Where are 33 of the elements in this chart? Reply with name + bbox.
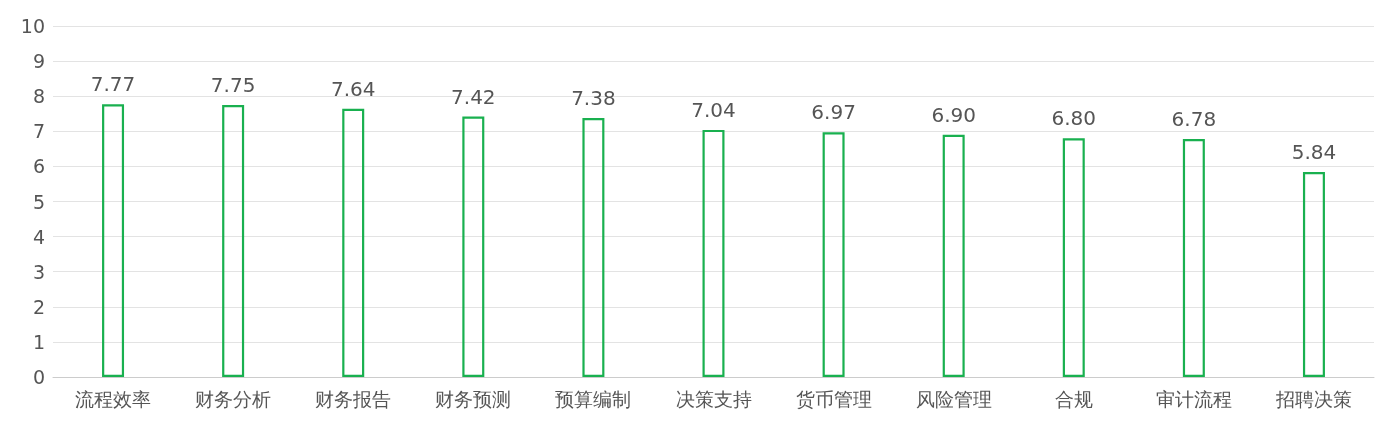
y-tick-label: 7 bbox=[32, 120, 45, 143]
x-tick-label: 合规 bbox=[1054, 387, 1093, 410]
x-tick-label: 预算编制 bbox=[555, 387, 632, 410]
y-tick-label: 0 bbox=[32, 366, 45, 388]
y-tick-label: 5 bbox=[32, 190, 45, 213]
y-tick-label: 3 bbox=[32, 260, 45, 283]
data-label: 7.64 bbox=[330, 76, 376, 101]
data-label: 5.84 bbox=[1291, 140, 1337, 165]
x-tick-label: 财务分析 bbox=[195, 387, 272, 410]
data-label: 7.38 bbox=[571, 85, 616, 110]
data-label: 7.77 bbox=[90, 72, 136, 97]
y-tick-label: 10 bbox=[20, 15, 45, 37]
y-tick-label: 8 bbox=[32, 85, 45, 108]
data-label: 7.04 bbox=[691, 97, 736, 122]
y-tick-label: 2 bbox=[32, 295, 45, 318]
data-label: 6.80 bbox=[1051, 106, 1097, 131]
data-label: 6.90 bbox=[931, 102, 976, 127]
x-tick-label: 决策支持 bbox=[675, 387, 752, 410]
y-tick-label: 4 bbox=[32, 225, 45, 248]
data-label: 6.78 bbox=[1171, 107, 1217, 132]
y-tick-label: 1 bbox=[32, 330, 45, 353]
y-tick-label: 6 bbox=[32, 155, 45, 178]
x-tick-label: 财务报告 bbox=[315, 387, 392, 410]
data-label: 7.75 bbox=[210, 72, 256, 97]
x-tick-label: 风险管理 bbox=[915, 387, 992, 410]
x-tick-label: 招聘决策 bbox=[1274, 387, 1352, 410]
data-label: 6.97 bbox=[811, 100, 856, 125]
data-label: 7.42 bbox=[451, 84, 496, 109]
x-tick-label: 财务预测 bbox=[435, 387, 512, 410]
y-tick-label: 9 bbox=[32, 50, 45, 73]
x-tick-label: 货币管理 bbox=[795, 387, 872, 410]
x-tick-label: 审计流程 bbox=[1155, 387, 1232, 410]
x-tick-label: 流程效率 bbox=[75, 387, 152, 410]
